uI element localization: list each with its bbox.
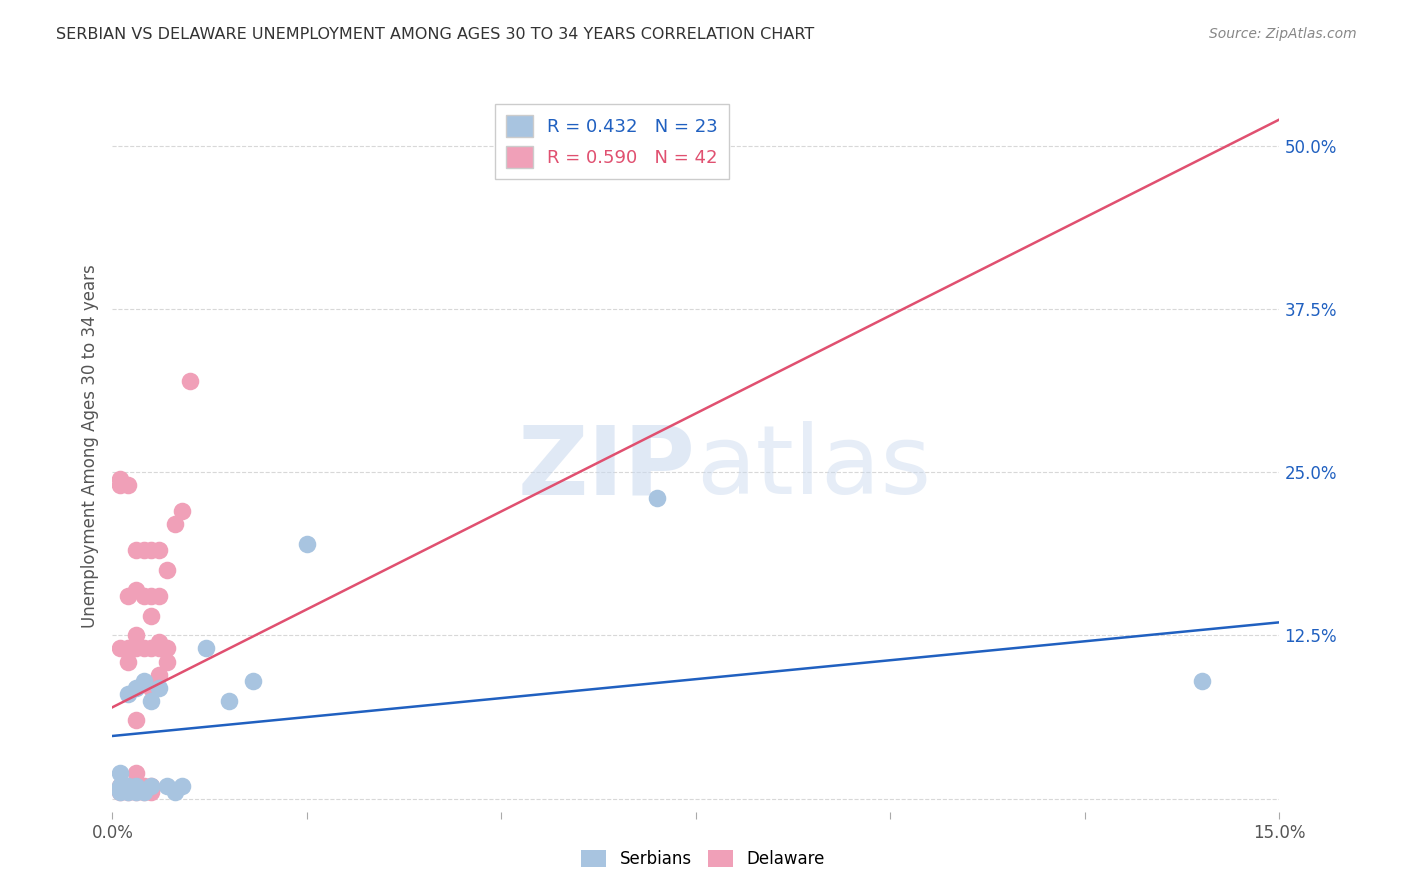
Point xyxy=(156,655,179,669)
Point xyxy=(156,779,179,793)
Point xyxy=(117,655,139,669)
Legend: Serbians, Delaware: Serbians, Delaware xyxy=(575,843,831,875)
Point xyxy=(117,589,139,603)
Point xyxy=(132,674,155,689)
Point xyxy=(141,641,163,656)
Point xyxy=(125,628,148,642)
Point xyxy=(141,779,163,793)
Point xyxy=(125,779,148,793)
Point xyxy=(141,608,163,623)
Point xyxy=(132,641,155,656)
Point xyxy=(117,641,139,656)
Point xyxy=(117,779,139,793)
Point xyxy=(117,785,139,799)
Point xyxy=(148,543,170,558)
Point xyxy=(194,641,217,656)
Point xyxy=(110,779,132,793)
Point xyxy=(148,641,170,656)
Point xyxy=(141,694,163,708)
Point xyxy=(242,674,264,689)
Point xyxy=(218,694,240,708)
Text: SERBIAN VS DELAWARE UNEMPLOYMENT AMONG AGES 30 TO 34 YEARS CORRELATION CHART: SERBIAN VS DELAWARE UNEMPLOYMENT AMONG A… xyxy=(56,27,814,42)
Point xyxy=(141,681,163,695)
Point xyxy=(125,785,148,799)
Point xyxy=(125,543,148,558)
Point xyxy=(148,635,170,649)
Point xyxy=(125,765,148,780)
Point xyxy=(125,582,148,597)
Point xyxy=(125,714,148,728)
Point xyxy=(132,785,155,799)
Point xyxy=(645,491,668,506)
Point xyxy=(141,785,163,799)
Point xyxy=(110,785,132,799)
Point xyxy=(110,641,132,656)
Point xyxy=(148,589,170,603)
Point xyxy=(179,374,201,388)
Point xyxy=(117,779,139,793)
Point xyxy=(163,785,186,799)
Point xyxy=(172,504,194,518)
Point xyxy=(141,589,163,603)
Text: atlas: atlas xyxy=(696,421,931,515)
Point xyxy=(163,517,186,532)
Y-axis label: Unemployment Among Ages 30 to 34 years: Unemployment Among Ages 30 to 34 years xyxy=(80,264,98,628)
Point xyxy=(117,478,139,492)
Point xyxy=(156,563,179,577)
Point xyxy=(125,779,148,793)
Point xyxy=(110,765,132,780)
Text: ZIP: ZIP xyxy=(517,421,696,515)
Point xyxy=(148,667,170,681)
Point xyxy=(295,537,318,551)
Point xyxy=(125,681,148,695)
Point xyxy=(132,779,155,793)
Point xyxy=(117,785,139,799)
Point xyxy=(141,779,163,793)
Point xyxy=(132,589,155,603)
Point xyxy=(110,472,132,486)
Point xyxy=(172,779,194,793)
Point xyxy=(110,779,132,793)
Text: Source: ZipAtlas.com: Source: ZipAtlas.com xyxy=(1209,27,1357,41)
Point xyxy=(117,687,139,701)
Point xyxy=(110,478,132,492)
Point xyxy=(125,641,148,656)
Point xyxy=(132,785,155,799)
Point xyxy=(1191,674,1213,689)
Point xyxy=(110,785,132,799)
Point xyxy=(156,641,179,656)
Point xyxy=(132,543,155,558)
Legend: R = 0.432   N = 23, R = 0.590   N = 42: R = 0.432 N = 23, R = 0.590 N = 42 xyxy=(495,104,728,178)
Point xyxy=(148,681,170,695)
Point xyxy=(141,543,163,558)
Point xyxy=(125,785,148,799)
